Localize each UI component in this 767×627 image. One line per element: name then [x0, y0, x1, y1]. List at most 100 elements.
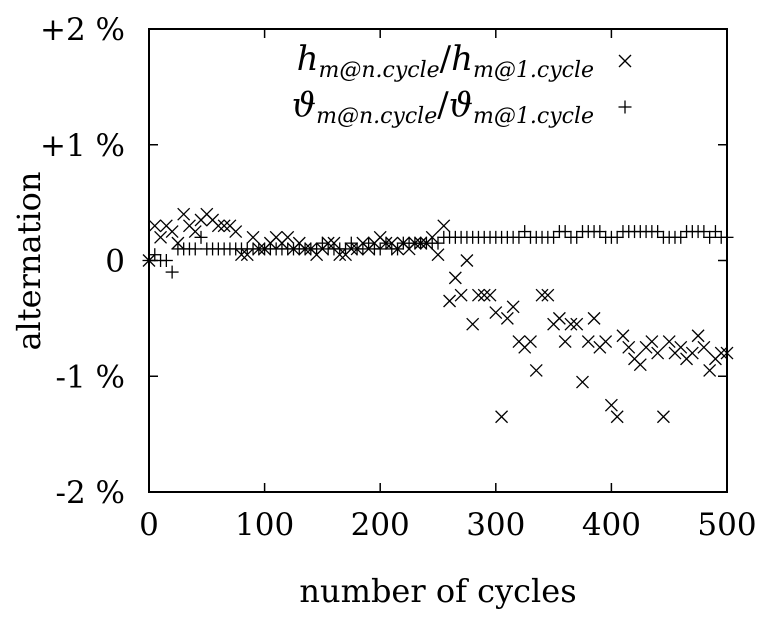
- h-ratio-point: [500, 311, 514, 325]
- h-ratio-point: [154, 230, 168, 244]
- h-ratio-point: [552, 311, 566, 325]
- theta-ratio-point: [148, 248, 162, 262]
- legend: hm@n.cycle/hm@1.cycleϑm@n.cycle/ϑm@1.cyc…: [292, 39, 632, 129]
- y-tick-label: 0: [105, 244, 125, 280]
- h-ratio-point: [645, 335, 659, 348]
- h-ratio-point: [524, 335, 537, 348]
- y-axis-title: alternation: [10, 171, 48, 350]
- h-ratio-point: [506, 300, 520, 314]
- legend-cross-icon: [618, 54, 632, 68]
- theta-ratio-point: [356, 242, 370, 256]
- h-ratio-point: [211, 219, 225, 233]
- theta-ratio-point: [373, 242, 387, 256]
- h-ratio-point: [703, 364, 717, 377]
- h-ratio-point: [177, 207, 191, 221]
- theta-ratio-point: [610, 230, 624, 244]
- h-ratio-point: [662, 335, 676, 348]
- h-ratio-point: [691, 329, 705, 343]
- data-points: [142, 207, 734, 424]
- h-ratio-point: [466, 317, 480, 331]
- y-tick-labels: +2 % +1 % 0 -1 % -2 %: [40, 12, 125, 511]
- x-tick-label: 200: [351, 507, 410, 543]
- theta-ratio-point: [518, 225, 532, 239]
- theta-ratio-point: [720, 230, 734, 244]
- theta-ratio-point: [159, 254, 173, 267]
- x-tick-label: 100: [235, 507, 294, 543]
- h-ratio-point: [529, 364, 543, 377]
- h-ratio-point: [587, 311, 601, 325]
- y-tick-label: +2 %: [40, 12, 125, 48]
- h-ratio-point: [246, 230, 260, 244]
- h-ratio-point: [581, 335, 595, 348]
- h-ratio-point: [448, 271, 462, 285]
- theta-ratio-point: [165, 265, 179, 279]
- legend-entry: hm@n.cycle/hm@1.cycle: [297, 39, 632, 83]
- theta-ratio-point: [142, 254, 156, 267]
- h-ratio-point: [576, 375, 589, 389]
- h-ratio-point: [604, 398, 618, 412]
- theta-ratio-point: [512, 230, 526, 244]
- theta-ratio-point: [310, 242, 324, 256]
- h-ratio-point: [674, 340, 688, 354]
- theta-ratio-point: [379, 236, 393, 250]
- h-ratio-point: [720, 346, 734, 360]
- h-ratio-point: [697, 340, 711, 354]
- theta-ratio-point: [188, 242, 202, 256]
- h-ratio-point: [148, 219, 162, 233]
- h-ratio-point: [541, 288, 555, 302]
- legend-entry: ϑm@n.cycle/ϑm@1.cycle: [292, 85, 632, 129]
- h-ratio-point: [217, 219, 231, 233]
- h-ratio-point: [714, 346, 728, 360]
- h-ratio-point: [610, 410, 624, 424]
- h-ratio-point: [437, 219, 451, 233]
- h-ratio-point: [188, 225, 202, 239]
- legend-label: ϑm@n.cycle/ϑm@1.cycle: [292, 85, 594, 129]
- h-ratio-point: [622, 340, 636, 354]
- h-ratio-point: [229, 225, 243, 239]
- theta-ratio-point: [362, 236, 376, 250]
- theta-ratio-point: [547, 230, 561, 244]
- theta-ratio-point: [431, 236, 445, 250]
- h-ratio-point: [535, 288, 549, 302]
- theta-ratio-point: [703, 230, 717, 244]
- h-ratio-point: [483, 288, 497, 302]
- theta-ratio-point: [391, 242, 405, 256]
- theta-ratio-point: [697, 225, 711, 239]
- theta-ratio-point: [315, 236, 329, 250]
- theta-ratio-point: [651, 225, 665, 239]
- y-tick-label: -2 %: [55, 475, 125, 511]
- legend-label: hm@n.cycle/hm@1.cycle: [297, 39, 594, 83]
- h-ratio-point: [616, 329, 630, 343]
- theta-ratio-point: [194, 230, 208, 244]
- h-ratio-point: [570, 317, 584, 331]
- h-ratio-point: [495, 410, 509, 424]
- y-tick-label: -1 %: [55, 359, 125, 395]
- h-ratio-point: [599, 335, 613, 348]
- h-ratio-point: [564, 317, 578, 331]
- h-ratio-point: [558, 335, 572, 348]
- theta-ratio-point: [339, 242, 353, 256]
- x-tick-label: 300: [466, 507, 525, 543]
- h-ratio-point: [443, 294, 457, 308]
- h-ratio-point: [281, 230, 295, 244]
- theta-ratio-point: [708, 225, 722, 239]
- h-ratio-point: [489, 306, 503, 320]
- h-ratio-point: [656, 410, 670, 424]
- h-ratio-point: [165, 225, 179, 239]
- theta-ratio-point: [558, 225, 572, 239]
- x-axis-title: number of cycles: [299, 572, 576, 610]
- theta-ratio-point: [570, 230, 584, 244]
- h-ratio-point: [651, 346, 665, 360]
- h-ratio-point: [472, 288, 485, 302]
- theta-ratio-point: [344, 236, 358, 250]
- h-ratio-point: [431, 248, 445, 262]
- h-ratio-point: [454, 288, 468, 302]
- h-ratio-point: [460, 254, 474, 267]
- x-tick-label: 500: [697, 507, 756, 543]
- h-ratio-point: [685, 346, 699, 360]
- theta-ratio-point: [593, 225, 607, 239]
- h-ratio-point: [633, 358, 647, 372]
- y-tick-label: +1 %: [40, 128, 125, 164]
- x-tick-label: 400: [582, 507, 641, 543]
